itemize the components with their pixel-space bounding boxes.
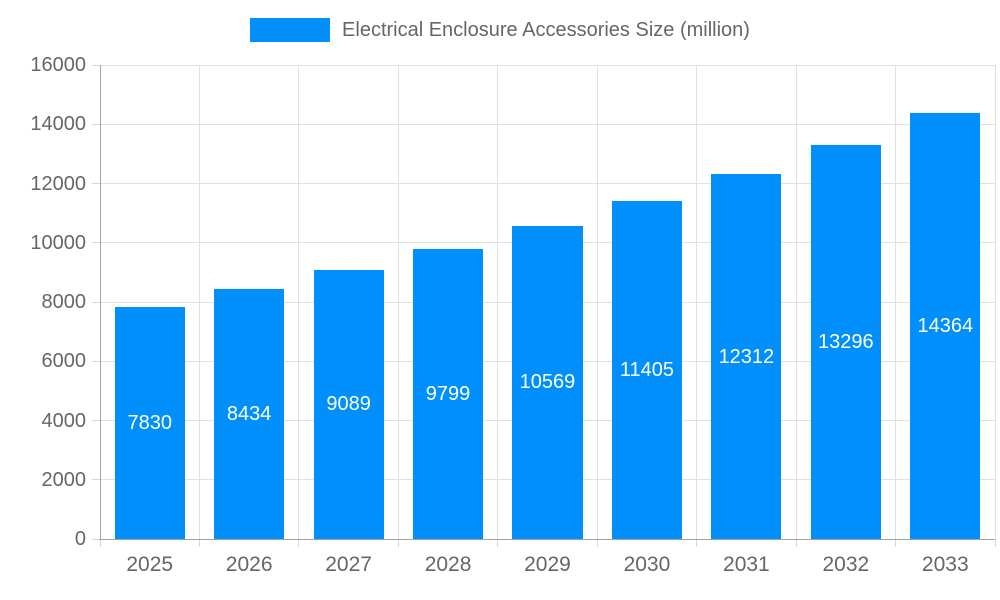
y-axis-label: 4000 <box>41 409 87 432</box>
x-gridline <box>397 65 399 539</box>
x-gridline <box>596 65 598 539</box>
x-axis-tick <box>497 539 499 547</box>
x-axis-label: 2027 <box>325 553 372 576</box>
y-axis-label: 16000 <box>30 54 86 76</box>
y-gridline <box>100 64 995 66</box>
bar-value-label: 10569 <box>519 371 576 394</box>
y-axis-tick <box>92 183 100 184</box>
x-gridline <box>895 65 897 539</box>
legend-label: Electrical Enclosure Accessories Size (m… <box>342 19 750 41</box>
y-axis-tick <box>92 360 100 362</box>
x-axis-label: 2033 <box>921 553 969 576</box>
legend[interactable]: Electrical Enclosure Accessories Size (m… <box>0 18 1000 42</box>
x-gridline <box>298 65 300 539</box>
y-axis-tick <box>92 420 100 421</box>
bar-value-label: 11405 <box>619 359 674 382</box>
y-axis-label: 8000 <box>41 291 87 313</box>
x-axis-tick <box>994 539 996 547</box>
bar-2027[interactable] <box>313 269 384 539</box>
x-axis-tick <box>895 539 897 547</box>
bar-value-label: 8434 <box>226 403 272 426</box>
y-axis-tick <box>92 479 100 481</box>
bar-value-label: 9799 <box>425 382 471 405</box>
y-axis-line <box>99 65 101 539</box>
x-axis-tick <box>298 539 300 547</box>
bar-2026[interactable] <box>214 289 285 539</box>
bar-2030[interactable] <box>611 201 682 539</box>
y-axis-label: 6000 <box>41 350 87 373</box>
x-axis-tick <box>696 539 698 547</box>
x-axis-label: 2025 <box>126 553 174 576</box>
y-axis-label: 12000 <box>30 172 86 195</box>
x-axis-label: 2029 <box>524 553 571 576</box>
bar-2032[interactable] <box>810 145 881 539</box>
x-axis-line <box>99 538 995 540</box>
y-axis-label: 10000 <box>30 231 86 254</box>
x-gridline <box>795 65 797 539</box>
x-axis-tick <box>795 539 797 547</box>
y-axis-label: 2000 <box>41 468 87 491</box>
bar-value-label: 14364 <box>917 315 974 338</box>
y-gridline <box>100 123 995 125</box>
bar-2031[interactable] <box>711 174 782 539</box>
x-gridline <box>198 65 200 539</box>
x-axis-label: 2030 <box>623 553 671 576</box>
bar-2028[interactable] <box>413 248 484 539</box>
x-axis-tick <box>397 539 399 547</box>
y-axis-tick <box>92 64 100 66</box>
y-axis-tick <box>92 301 100 303</box>
bar-value-label: 12312 <box>718 345 775 368</box>
bar-value-label: 13296 <box>818 331 874 354</box>
y-axis-label: 0 <box>74 528 86 550</box>
x-axis-label: 2032 <box>822 553 870 576</box>
bar-2025[interactable] <box>114 307 185 539</box>
x-axis-tick <box>99 539 101 547</box>
x-axis-tick <box>198 539 200 547</box>
y-gridline <box>100 183 995 184</box>
bar-2029[interactable] <box>512 225 583 539</box>
y-axis-label: 14000 <box>30 113 86 136</box>
x-gridline <box>994 65 996 539</box>
x-axis-label: 2031 <box>723 553 770 576</box>
bar-value-label: 9089 <box>326 393 371 416</box>
x-axis-label: 2028 <box>424 553 472 576</box>
bar-value-label: 7830 <box>127 412 172 435</box>
x-axis-tick <box>596 539 598 547</box>
legend-swatch <box>250 18 331 42</box>
y-axis-tick <box>92 538 100 540</box>
x-axis-label: 2026 <box>225 553 273 576</box>
x-gridline <box>696 65 698 539</box>
x-gridline <box>497 65 499 539</box>
bar-2033[interactable] <box>910 113 981 539</box>
y-axis-tick <box>92 242 100 244</box>
y-axis-tick <box>92 123 100 125</box>
